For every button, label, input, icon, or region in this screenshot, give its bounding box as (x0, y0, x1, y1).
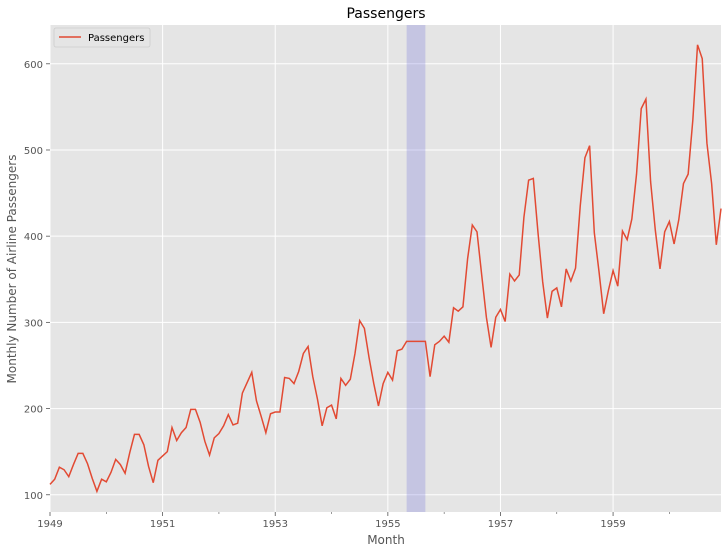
y-tick-label: 100 (24, 491, 43, 502)
highlight-span (406, 25, 426, 512)
axis-ticks: 100 200 300 400 500 600 1949 1951 1953 1955 1957 19… (24, 60, 670, 530)
y-axis-label: Monthly Number of Airline Passengers (5, 155, 19, 384)
x-tick-label: 1959 (600, 519, 625, 530)
y-tick-label: 600 (24, 60, 43, 71)
x-tick-label: 1951 (150, 519, 175, 530)
y-tick-label: 200 (24, 405, 43, 416)
x-tick-label: 1949 (37, 519, 62, 530)
series-line-passengers (49, 44, 722, 494)
x-tick-label: 1955 (375, 519, 400, 530)
x-axis-label: Month (367, 533, 405, 547)
x-tick-label: 1953 (263, 519, 288, 530)
plot-area (50, 25, 721, 512)
grid (49, 25, 721, 512)
legend: Passengers (53, 27, 151, 48)
chart-title: Passengers (346, 6, 425, 22)
y-tick-label: 500 (24, 146, 43, 157)
y-tick-label: 400 (24, 232, 43, 243)
legend-label: Passengers (88, 33, 144, 44)
legend-box (53, 27, 151, 48)
y-tick-label: 300 (24, 318, 43, 329)
x-tick-label: 1957 (488, 519, 513, 530)
